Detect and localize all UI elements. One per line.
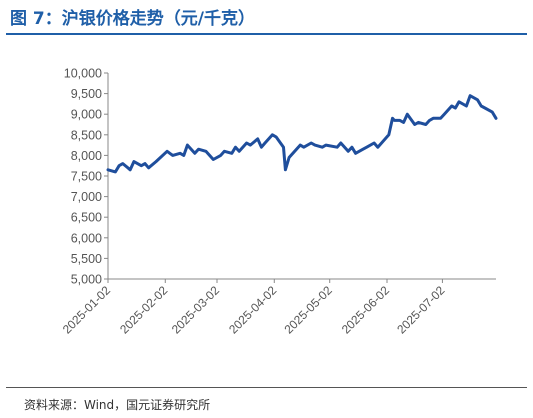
y-axis-ticks: 10,000 9,500 9,000 8,500 8,000 7,500 7,000 6,50… bbox=[64, 67, 108, 287]
chart-title: 图 7：沪银价格走势（元/千克） bbox=[10, 9, 255, 29]
source-note: 资料来源：Wind，国元证券研究所 bbox=[24, 398, 211, 412]
y-tick-label: 8,000 bbox=[71, 149, 102, 163]
x-tick-label: 2025-01-02 bbox=[60, 283, 114, 337]
x-tick-label: 2025-02-02 bbox=[117, 283, 171, 337]
y-tick-label: 7,000 bbox=[71, 190, 102, 204]
y-tick-label: 8,500 bbox=[71, 128, 102, 142]
price-chart: 10,000 9,500 9,000 8,500 8,000 7,500 7,000 6,50… bbox=[60, 67, 498, 337]
y-tick-label: 6,000 bbox=[71, 231, 102, 245]
x-tick-label: 2025-07-02 bbox=[394, 283, 448, 337]
x-tick-label: 2025-05-02 bbox=[282, 283, 336, 337]
y-tick-label: 5,500 bbox=[71, 252, 102, 266]
y-tick-label: 5,000 bbox=[71, 273, 102, 287]
silver-price-line bbox=[106, 94, 498, 174]
x-tick-label: 2025-06-02 bbox=[339, 283, 393, 337]
footer-divider bbox=[6, 387, 527, 388]
y-tick-label: 10,000 bbox=[64, 67, 102, 81]
y-tick-label: 7,500 bbox=[71, 170, 102, 184]
y-tick-label: 9,500 bbox=[71, 87, 102, 101]
x-tick-label: 2025-03-02 bbox=[169, 283, 223, 337]
y-tick-label: 9,000 bbox=[71, 108, 102, 122]
x-tick-label: 2025-04-02 bbox=[226, 283, 280, 337]
y-tick-label: 6,500 bbox=[71, 211, 102, 225]
title-underline bbox=[6, 33, 527, 35]
